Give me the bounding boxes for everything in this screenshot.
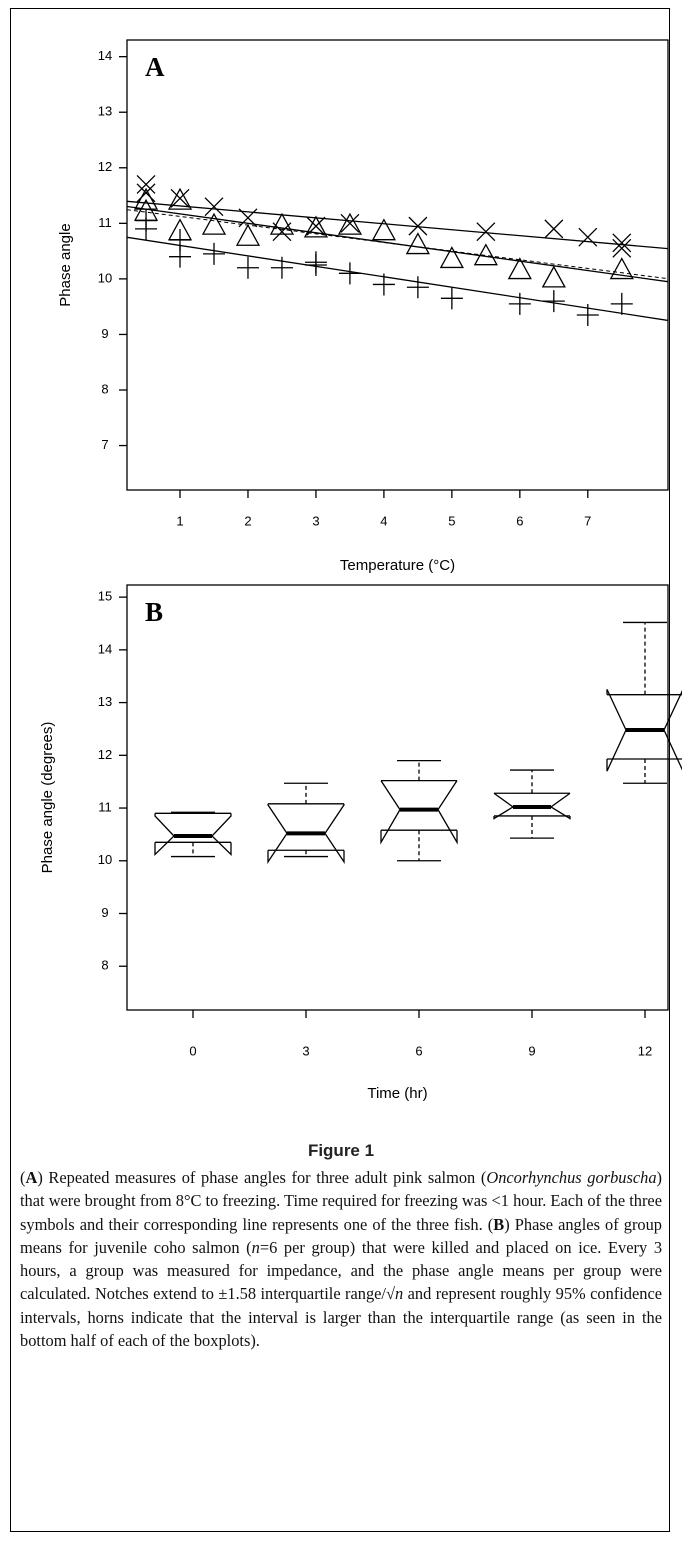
x-tick-label: 1 bbox=[176, 513, 183, 528]
y-tick-label: 10 bbox=[98, 852, 112, 867]
panel-label: B bbox=[145, 597, 163, 627]
marker bbox=[235, 223, 261, 246]
x-tick-label: 6 bbox=[516, 513, 523, 528]
marker bbox=[544, 219, 564, 239]
caption-run: ) Phase angles of group means for juveni… bbox=[20, 1214, 663, 1257]
caption-run: n bbox=[394, 1284, 404, 1304]
caption-run: ) Repeated measures of phase angles for … bbox=[37, 1168, 487, 1187]
marker bbox=[204, 197, 224, 217]
marker bbox=[270, 256, 293, 279]
marker bbox=[337, 212, 363, 235]
panel-label: A bbox=[145, 52, 165, 82]
caption-run: ) that were brought from 8°C to freezing… bbox=[20, 1168, 662, 1234]
marker bbox=[303, 215, 329, 238]
marker bbox=[542, 290, 565, 313]
marker bbox=[473, 243, 498, 266]
marker bbox=[371, 218, 397, 241]
marker bbox=[338, 262, 361, 285]
caption-run: =6 per group) that were killed and place… bbox=[20, 1237, 663, 1304]
x-tick-label: 2 bbox=[244, 513, 251, 528]
y-tick-label: 15 bbox=[98, 589, 112, 604]
marker bbox=[133, 187, 159, 210]
x-axis-title: Temperature (°C) bbox=[340, 557, 455, 574]
figure-label: Figure 1 bbox=[307, 1141, 375, 1160]
marker bbox=[476, 222, 496, 242]
x-tick-label: 5 bbox=[448, 513, 455, 528]
caption-run: and represent roughly 95% confidence int… bbox=[20, 1284, 662, 1351]
y-tick-label: 11 bbox=[98, 799, 112, 814]
x-tick-label: 9 bbox=[528, 1043, 535, 1058]
caption-run: ( bbox=[20, 1168, 26, 1187]
marker bbox=[541, 265, 566, 288]
marker bbox=[236, 256, 259, 279]
notched-box bbox=[380, 780, 458, 845]
x-tick-label: 6 bbox=[415, 1043, 422, 1058]
marker bbox=[612, 233, 632, 253]
marker bbox=[578, 227, 598, 247]
notched-box bbox=[154, 813, 232, 856]
plot-frame bbox=[126, 39, 669, 491]
marker bbox=[167, 187, 193, 210]
fit-line bbox=[127, 236, 668, 322]
y-tick-label: 14 bbox=[98, 48, 112, 63]
y-tick-label: 13 bbox=[98, 694, 112, 709]
y-axis-title: Phase angle bbox=[57, 223, 74, 306]
y-tick-label: 13 bbox=[98, 104, 112, 119]
marker bbox=[306, 216, 326, 236]
y-axis-title: Phase angle (degrees) bbox=[39, 722, 56, 874]
marker bbox=[612, 238, 632, 258]
plot-frame bbox=[126, 584, 669, 1011]
marker bbox=[372, 273, 395, 296]
caption-run: B bbox=[493, 1214, 505, 1234]
marker bbox=[508, 292, 531, 315]
y-tick-label: 9 bbox=[101, 326, 108, 341]
marker bbox=[405, 232, 430, 255]
fit-line bbox=[127, 205, 668, 283]
marker bbox=[408, 216, 428, 236]
marker bbox=[507, 257, 532, 280]
figure-frame bbox=[10, 8, 670, 1532]
marker bbox=[201, 212, 227, 235]
x-axis-title: Time (hr) bbox=[367, 1085, 427, 1102]
x-tick-label: 3 bbox=[302, 1043, 309, 1058]
caption: (A) Repeated measures of phase angles fo… bbox=[20, 1166, 662, 1352]
y-tick-label: 8 bbox=[101, 958, 108, 973]
x-tick-label: 0 bbox=[189, 1043, 196, 1058]
notched-box bbox=[493, 792, 571, 820]
marker bbox=[202, 242, 225, 265]
marker bbox=[170, 188, 190, 208]
y-tick-label: 14 bbox=[98, 641, 112, 656]
x-tick-label: 12 bbox=[638, 1043, 652, 1058]
y-tick-label: 12 bbox=[98, 747, 112, 762]
caption-run: Oncorhynchus gorbuscha bbox=[486, 1168, 657, 1187]
marker bbox=[440, 287, 463, 310]
marker bbox=[169, 229, 192, 251]
marker bbox=[269, 212, 295, 235]
y-tick-label: 7 bbox=[101, 437, 108, 452]
marker bbox=[136, 174, 156, 194]
marker bbox=[135, 209, 158, 232]
y-tick-label: 9 bbox=[101, 905, 108, 920]
marker bbox=[609, 257, 634, 280]
x-tick-label: 4 bbox=[380, 513, 387, 528]
marker bbox=[406, 276, 429, 299]
marker bbox=[340, 213, 360, 233]
marker bbox=[439, 246, 464, 269]
marker bbox=[304, 251, 327, 274]
y-tick-label: 10 bbox=[98, 270, 112, 285]
marker bbox=[576, 304, 599, 326]
x-tick-label: 3 bbox=[312, 513, 319, 528]
caption-run: n bbox=[251, 1237, 260, 1257]
y-tick-label: 12 bbox=[98, 159, 112, 174]
y-tick-label: 11 bbox=[98, 215, 112, 230]
y-tick-label: 8 bbox=[101, 381, 108, 396]
x-tick-label: 7 bbox=[584, 513, 591, 528]
caption-run: A bbox=[25, 1168, 38, 1187]
marker bbox=[238, 208, 258, 228]
marker bbox=[610, 292, 633, 315]
